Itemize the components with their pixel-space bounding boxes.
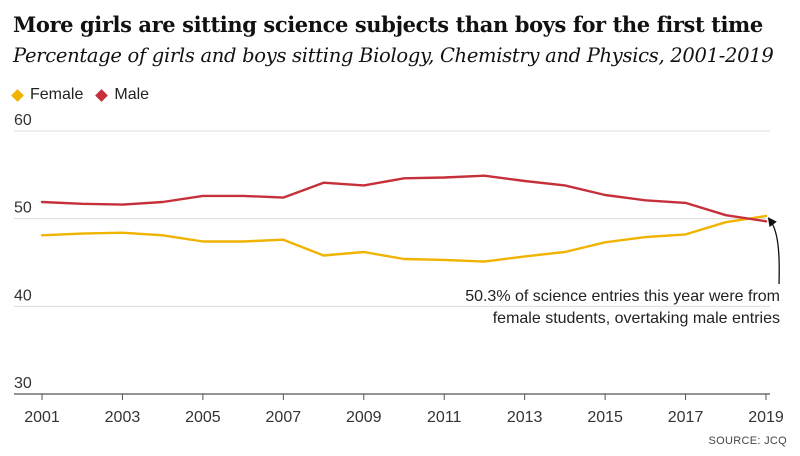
- annotation-text-line-2: female students, overtaking male entries: [493, 310, 780, 327]
- chart-title: More girls are sitting science subjects …: [13, 12, 763, 37]
- y-axis-labels: 30 40 50 60: [14, 112, 32, 392]
- y-tick-label-30: 30: [14, 375, 32, 392]
- y-tick-label-40: 40: [14, 287, 32, 304]
- source-note: SOURCE: JCQ: [709, 435, 788, 447]
- annotation: 50.3% of science entries this year were …: [465, 217, 780, 327]
- x-tick-label-2013: 2013: [507, 409, 543, 426]
- series-line-female: [40, 214, 768, 263]
- legend-item-male: Male: [95, 86, 150, 104]
- legend: Female Male: [11, 86, 163, 104]
- y-tick-label-60: 60: [14, 112, 32, 129]
- legend-label-male: Male: [114, 86, 150, 103]
- series-lines: [40, 174, 768, 263]
- x-tick-label-2001: 2001: [24, 409, 60, 426]
- x-tick-label-2005: 2005: [185, 409, 221, 426]
- legend-item-female: Female: [11, 86, 84, 104]
- x-axis-labels: 2001 2003 2005 2007 2009 2011 2013 2015 2017 2019: [24, 394, 784, 426]
- gridlines: [14, 130, 770, 395]
- legend-label-female: Female: [30, 86, 84, 103]
- x-tick-label-2017: 2017: [668, 409, 704, 426]
- chart-subtitle: Percentage of girls and boys sitting Bio…: [13, 44, 774, 67]
- series-line-male: [40, 174, 768, 223]
- x-tick-label-2007: 2007: [266, 409, 302, 426]
- x-tick-label-2003: 2003: [105, 409, 141, 426]
- y-tick-label-50: 50: [14, 200, 32, 217]
- annotation-text-line-1: 50.3% of science entries this year were …: [465, 288, 780, 305]
- x-tick-label-2011: 2011: [427, 409, 462, 426]
- x-tick-label-2009: 2009: [346, 409, 382, 426]
- x-tick-label-2019: 2019: [748, 409, 784, 426]
- x-tick-label-2015: 2015: [587, 409, 623, 426]
- annotation-arrow: [767, 217, 780, 285]
